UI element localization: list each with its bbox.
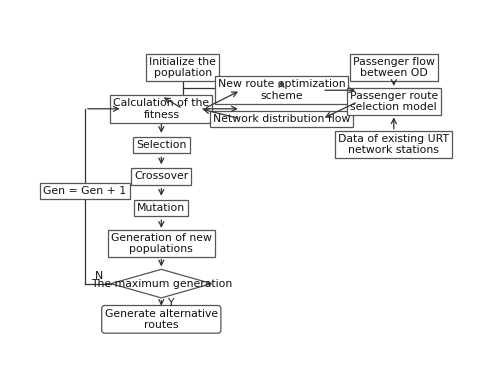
Text: New route optimization
scheme: New route optimization scheme [218,79,345,101]
Text: Passenger route
selection model: Passenger route selection model [350,91,438,112]
Text: Network distribution flow: Network distribution flow [213,114,350,124]
Text: Passenger flow
between OD: Passenger flow between OD [353,56,435,78]
Text: Gen = Gen + 1: Gen = Gen + 1 [44,186,126,196]
Text: Generation of new
populations: Generation of new populations [111,233,212,255]
Text: Y: Y [167,298,173,308]
Text: Mutation: Mutation [137,203,186,213]
Text: Crossover: Crossover [134,171,188,181]
Text: Generate alternative
routes: Generate alternative routes [105,309,218,330]
Text: The maximum generation: The maximum generation [90,279,232,289]
Text: Data of existing URT
network stations: Data of existing URT network stations [338,134,450,155]
Text: Initialize the
population: Initialize the population [149,56,216,78]
Text: Selection: Selection [136,140,186,150]
Text: N: N [95,271,103,281]
Text: Calculation of the
fitness: Calculation of the fitness [113,98,210,119]
Polygon shape [111,269,212,298]
